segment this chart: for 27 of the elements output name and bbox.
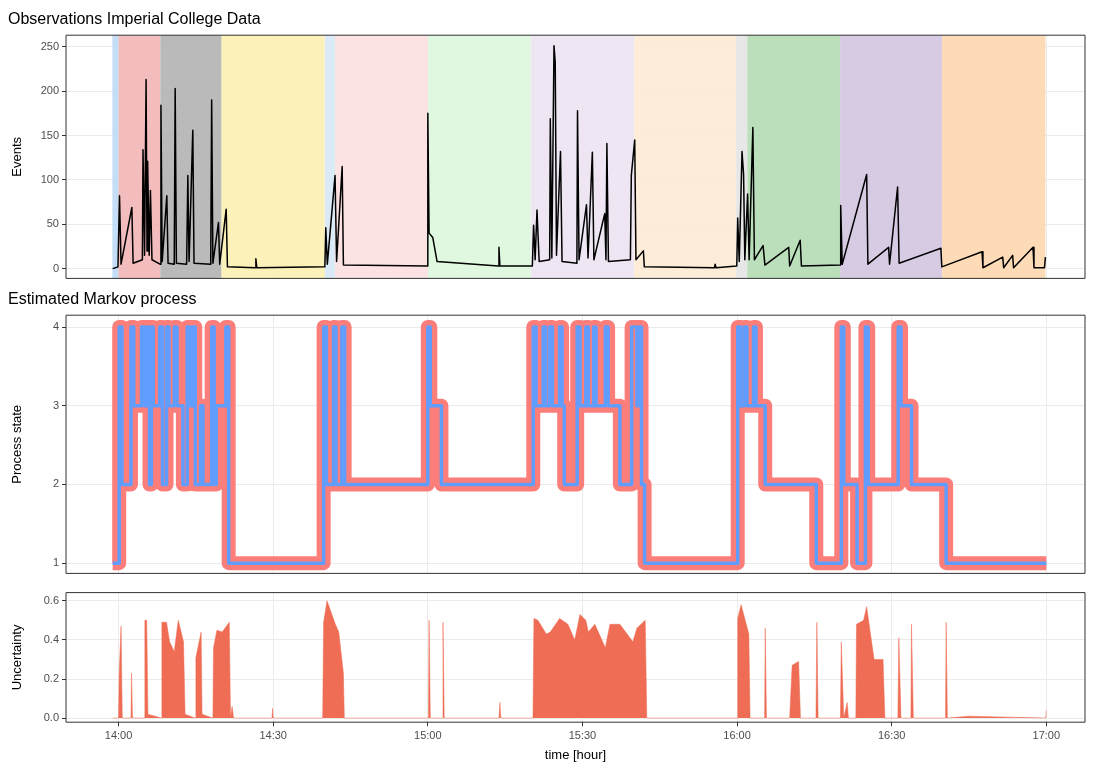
y-tick-label: 100: [40, 172, 59, 185]
y-axis-title: Events: [9, 136, 25, 177]
y-tick-label: 0.0: [43, 711, 59, 724]
y-tick-label: 4: [52, 320, 59, 333]
y-tick-label: 150: [40, 128, 59, 141]
x-tick-label: 14:00: [104, 728, 133, 741]
y-tick-label: 2: [52, 477, 59, 490]
x-tick-label: 14:30: [259, 728, 287, 741]
y-tick-label: 0.2: [43, 672, 59, 685]
y-tick-label: 250: [40, 39, 59, 52]
y-tick-label: 50: [46, 217, 59, 230]
y-tick-label: 0.6: [43, 593, 59, 606]
chart-title: Observations Imperial College Data: [8, 10, 261, 28]
y-tick-label: 0.4: [43, 632, 59, 645]
x-axis-title: time [hour]: [544, 746, 607, 762]
chart-title: Estimated Markov process: [8, 290, 197, 308]
x-tick-label: 15:30: [568, 728, 597, 741]
y-tick-label: 200: [40, 84, 59, 97]
x-tick-label: 16:30: [877, 728, 906, 741]
y-axis-title: Process state: [9, 404, 25, 484]
x-tick-label: 17:00: [1032, 728, 1061, 741]
y-tick-label: 3: [52, 398, 59, 411]
y-axis-title: Uncertainty: [9, 624, 25, 691]
x-tick-label: 15:00: [414, 728, 442, 741]
x-tick-label: 16:00: [723, 728, 751, 741]
y-tick-label: 1: [52, 556, 59, 569]
y-tick-label: 0: [52, 261, 59, 274]
